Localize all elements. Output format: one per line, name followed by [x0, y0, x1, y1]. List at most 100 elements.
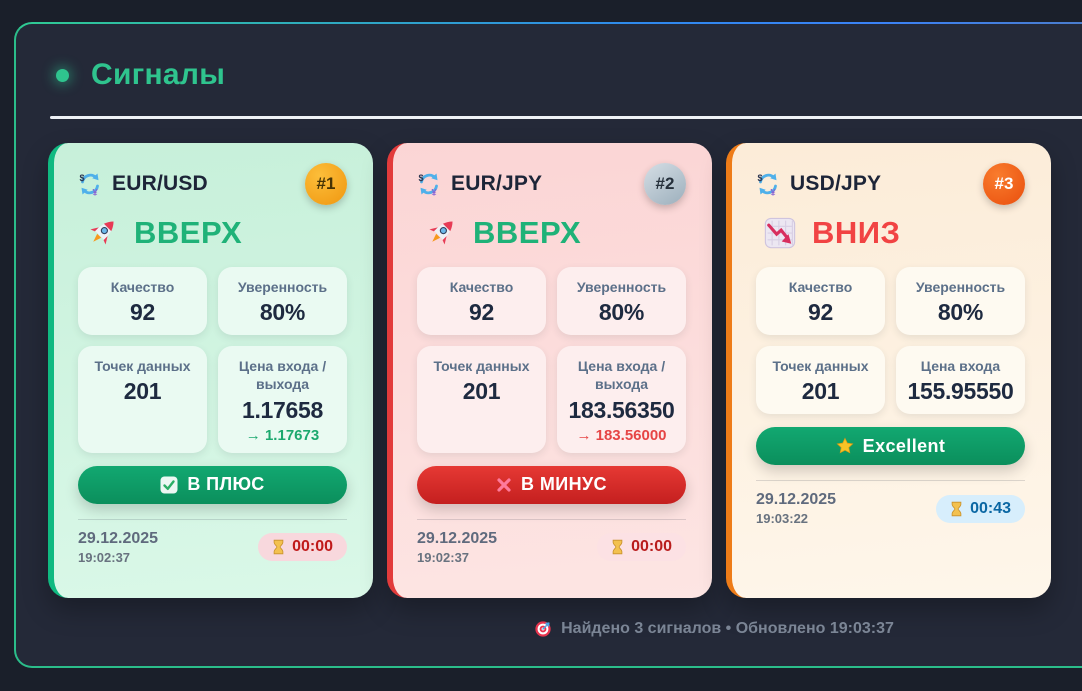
- result-minus-button[interactable]: В МИНУС: [417, 465, 686, 504]
- stat-value: 80%: [937, 299, 984, 326]
- timer-value: 00:43: [970, 499, 1011, 517]
- svg-text:$: $: [80, 173, 85, 183]
- status-dot-icon: [56, 68, 69, 82]
- rank-badge: #1: [305, 163, 347, 205]
- timer-value: 00:00: [292, 538, 333, 556]
- stat-value: 1.17658: [241, 396, 324, 423]
- rocket-icon: [423, 215, 459, 251]
- stat-value: 155.95550: [907, 378, 1014, 405]
- signal-time: 19:02:37: [417, 549, 470, 565]
- stat-value: 80%: [259, 299, 306, 326]
- stat-label: Качество: [110, 279, 175, 295]
- stat-value: 92: [808, 299, 833, 326]
- signals-panel-border: Сигналы $ ¥: [14, 22, 1082, 668]
- panel-header: Сигналы: [16, 24, 1082, 92]
- svg-text:$: $: [419, 173, 424, 183]
- stats-grid: Качество 92 Уверенность 80% Точек данных…: [78, 267, 347, 453]
- stat-confidence: Уверенность 80%: [218, 267, 347, 336]
- stat-value: 201: [123, 378, 162, 405]
- signal-datetime: 29.12.2025 19:02:37: [78, 530, 158, 565]
- action-label: В МИНУС: [521, 474, 607, 495]
- card-divider: [756, 480, 1025, 482]
- card-header: $ ¥ EUR/USD #1: [78, 163, 347, 205]
- signal-card-eurjpy: $ ¥ EUR/JPY #2: [387, 143, 712, 598]
- results-status-text: Найдено 3 сигналов • Обновлено 19:03:37: [561, 620, 894, 637]
- pair-name: EUR/JPY: [451, 172, 543, 195]
- currency-exchange-icon: $ ¥: [417, 172, 441, 196]
- action-label: В ПЛЮС: [187, 474, 265, 495]
- page-title: Сигналы: [91, 58, 226, 91]
- signal-card-usdjpy: $ ¥ USD/JPY #3: [726, 143, 1051, 598]
- card-divider: [417, 518, 686, 520]
- stat-quality: Качество 92: [78, 267, 207, 336]
- stat-datapoints: Точек данных 201: [78, 346, 207, 453]
- stat-value: 183.56350: [568, 396, 675, 423]
- quality-excellent-button[interactable]: Excellent: [756, 427, 1025, 466]
- card-footer: 29.12.2025 19:02:37 00:00: [417, 530, 686, 565]
- result-plus-button[interactable]: В ПЛЮС: [78, 465, 347, 504]
- direction-label: ВВЕРХ: [134, 215, 243, 250]
- countdown-timer: 00:43: [936, 494, 1025, 523]
- hourglass-icon: [272, 539, 285, 555]
- stat-quality: Качество 92: [417, 267, 546, 336]
- hourglass-icon: [611, 539, 624, 555]
- stats-grid: Качество 92 Уверенность 80% Точек данных…: [417, 267, 686, 453]
- stat-label: Цена входа: [920, 358, 1001, 375]
- countdown-timer: 00:00: [258, 533, 347, 562]
- direction-label: ВВЕРХ: [473, 215, 582, 250]
- stat-confidence: Уверенность 80%: [557, 267, 686, 336]
- stat-label: Уверенность: [237, 279, 328, 295]
- stat-value: 201: [801, 378, 840, 405]
- rocket-icon: [84, 215, 120, 251]
- stat-confidence: Уверенность 80%: [896, 267, 1025, 336]
- stat-value: 201: [462, 378, 501, 405]
- card-divider: [78, 518, 347, 520]
- card-header: $ ¥ EUR/JPY #2: [417, 163, 686, 205]
- stat-label: Качество: [449, 279, 514, 295]
- signal-card-eurusd: $ ¥ EUR/USD #1: [48, 143, 373, 598]
- stat-datapoints: Точек данных 201: [756, 346, 885, 415]
- direction-row: ВВЕРХ: [423, 215, 686, 251]
- rank-badge: #2: [644, 163, 686, 205]
- hourglass-icon: [950, 501, 963, 517]
- card-footer: 29.12.2025 19:02:37 00:00: [78, 530, 347, 565]
- stat-label: Цена входа / выхода: [238, 358, 327, 393]
- target-icon: [534, 620, 552, 638]
- pair-name: EUR/USD: [112, 172, 208, 195]
- stat-label: Цена входа / выхода: [577, 358, 666, 393]
- stat-label: Точек данных: [94, 358, 191, 375]
- signal-date: 29.12.2025: [756, 491, 837, 509]
- stat-label: Качество: [788, 279, 853, 295]
- stat-datapoints: Точек данных 201: [417, 346, 546, 453]
- signal-datetime: 29.12.2025 19:02:37: [417, 530, 497, 565]
- countdown-timer: 00:00: [597, 533, 686, 562]
- svg-text:$: $: [758, 173, 763, 183]
- currency-exchange-icon: $ ¥: [756, 172, 780, 196]
- direction-row: ВНИЗ: [762, 215, 1025, 251]
- signal-time: 19:02:37: [78, 549, 131, 565]
- stat-quality: Качество 92: [756, 267, 885, 336]
- signals-panel: Сигналы $ ¥: [16, 24, 1082, 666]
- stat-entry-exit-price: Цена входа / выхода 1.17658 → 1.17673: [218, 346, 347, 453]
- signal-date: 29.12.2025: [78, 529, 159, 547]
- chart-down-icon: [762, 215, 798, 251]
- timer-value: 00:00: [631, 538, 672, 556]
- stat-label: Точек данных: [433, 358, 530, 375]
- rank-badge: #3: [983, 163, 1025, 205]
- star-icon: [836, 437, 854, 455]
- pair-name: USD/JPY: [790, 172, 882, 195]
- stat-label: Точек данных: [772, 358, 869, 375]
- exit-price-value: → 183.56000: [576, 426, 667, 444]
- stat-label: Уверенность: [576, 279, 667, 295]
- signal-time: 19:03:22: [756, 511, 809, 527]
- signal-datetime: 29.12.2025 19:03:22: [756, 491, 836, 526]
- signal-date: 29.12.2025: [417, 529, 498, 547]
- stats-grid: Качество 92 Уверенность 80% Точек данных…: [756, 267, 1025, 415]
- results-status-bar: Найдено 3 сигналов • Обновлено 19:03:37: [16, 620, 1082, 638]
- direction-row: ВВЕРХ: [84, 215, 347, 251]
- stat-entry-exit-price: Цена входа / выхода 183.56350 → 183.5600…: [557, 346, 686, 453]
- action-label: Excellent: [862, 435, 946, 456]
- card-footer: 29.12.2025 19:03:22 00:43: [756, 491, 1025, 526]
- svg-text:¥: ¥: [93, 188, 98, 197]
